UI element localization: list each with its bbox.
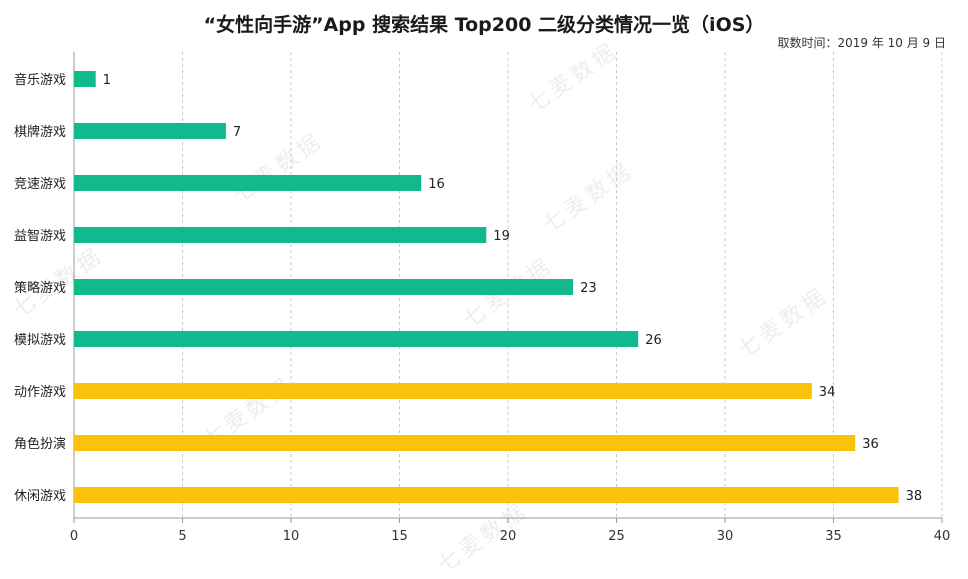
bar (74, 487, 899, 503)
data-label: 36 (862, 437, 879, 452)
data-label: 38 (906, 489, 923, 504)
data-label: 1 (103, 73, 111, 88)
data-label: 16 (428, 177, 445, 192)
category-label: 动作游戏 (14, 385, 66, 400)
x-tick-label: 25 (608, 529, 625, 544)
x-tick-label: 40 (934, 529, 951, 544)
chart-title: “女性向手游”App 搜索结果 Top200 二级分类情况一览（iOS） (203, 14, 765, 36)
bar (74, 175, 422, 191)
category-label: 角色扮演 (14, 436, 66, 452)
x-tick-label: 30 (717, 529, 734, 544)
data-label: 34 (819, 385, 836, 400)
data-label: 7 (233, 125, 241, 140)
x-tick-label: 0 (70, 529, 78, 544)
data-label: 26 (645, 333, 662, 348)
bar (74, 123, 226, 139)
data-label: 23 (580, 281, 597, 296)
x-tick-label: 20 (500, 529, 517, 544)
category-label: 竞速游戏 (14, 176, 66, 192)
bar (74, 331, 639, 347)
data-label: 19 (493, 229, 510, 244)
x-tick-label: 5 (178, 529, 186, 544)
x-tick-label: 15 (391, 529, 408, 544)
category-label: 策略游戏 (14, 280, 66, 296)
bar (74, 227, 487, 243)
x-tick-label: 35 (825, 529, 842, 544)
bar (74, 279, 574, 295)
category-label: 益智游戏 (14, 229, 66, 244)
bar-chart: 0 5 10 15 20 25 30 35 40 音乐游戏 1 棋牌游戏 7 竞速游戏 16 益智游戏 19 策略… (14, 52, 951, 544)
category-label: 模拟游戏 (14, 333, 66, 348)
bar (74, 383, 812, 399)
category-label: 棋牌游戏 (14, 124, 66, 140)
bar (74, 71, 96, 87)
category-label: 休闲游戏 (14, 489, 66, 504)
category-label: 音乐游戏 (14, 72, 66, 88)
bar (74, 435, 856, 451)
date-note: 取数时间：2019 年 10 月 9 日 (777, 36, 946, 50)
x-tick-label: 10 (283, 529, 300, 544)
